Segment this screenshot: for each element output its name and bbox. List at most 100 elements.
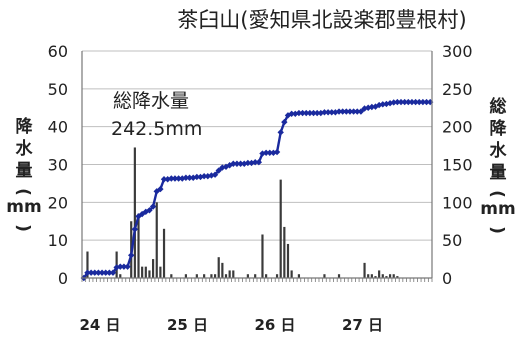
cumulative-point xyxy=(328,109,335,116)
axis-label-char: 総 xyxy=(490,96,507,117)
cumulative-point xyxy=(106,269,113,276)
axis-label-char: mm xyxy=(480,199,515,219)
left-axis-label: 降水量 (mm) xyxy=(6,116,41,232)
rain-bar xyxy=(254,274,257,278)
cumulative-point xyxy=(390,99,397,106)
cumulative-point xyxy=(379,101,386,108)
cumulative-point xyxy=(215,167,222,174)
rain-bar xyxy=(141,266,144,278)
cumulative-point xyxy=(375,101,383,109)
rain-bar xyxy=(155,202,158,278)
cumulative-point xyxy=(98,269,106,276)
left-tick-label: 40 xyxy=(48,118,68,137)
cumulative-point xyxy=(303,109,310,117)
rain-bar xyxy=(261,234,264,278)
cumulative-point xyxy=(368,103,376,111)
cumulative-point xyxy=(255,159,263,166)
day-labels: 24 日 25 日 26 日 27 日 xyxy=(79,316,383,334)
rain-bar xyxy=(203,274,206,278)
rain-bar xyxy=(392,274,395,278)
cumulative-point xyxy=(91,269,98,276)
cumulative-point xyxy=(251,159,259,166)
cumulative-point xyxy=(346,108,354,115)
cumulative-point xyxy=(306,109,314,117)
cumulative-point xyxy=(131,225,139,233)
cumulative-point xyxy=(153,188,160,195)
cumulative-point xyxy=(186,174,193,181)
rain-bar xyxy=(170,274,173,278)
left-tick-label: 20 xyxy=(48,193,68,212)
cumulative-point xyxy=(200,173,208,180)
left-axis-ticks: 0 10 20 30 40 50 60 xyxy=(48,42,68,288)
rain-bar xyxy=(367,274,370,278)
cumulative-point xyxy=(113,264,120,271)
rain-bar xyxy=(210,274,213,278)
cumulative-point xyxy=(124,263,131,270)
cumulative-point xyxy=(146,207,153,214)
hourly-rain-bars xyxy=(86,147,399,278)
cumulative-point xyxy=(102,269,109,276)
cumulative-point xyxy=(160,176,168,183)
cumulative-point xyxy=(350,108,357,115)
rain-bar xyxy=(152,259,155,278)
cumulative-rain-line xyxy=(80,98,434,282)
cumulative-point xyxy=(273,148,281,156)
axis-label-char: 量 xyxy=(490,162,507,183)
cumulative-point xyxy=(295,109,303,117)
cumulative-point xyxy=(157,185,164,193)
cumulative-point xyxy=(335,108,343,115)
cumulative-point xyxy=(401,98,408,106)
rain-bar xyxy=(184,274,187,278)
cumulative-point xyxy=(332,109,339,116)
rain-bar xyxy=(246,274,249,278)
cumulative-point xyxy=(313,109,321,117)
rain-bar xyxy=(232,270,235,278)
axis-label-char: 降 xyxy=(490,118,508,139)
right-tick-label: 200 xyxy=(442,118,473,137)
rain-bar xyxy=(162,228,166,278)
right-axis-label: 総降水量 (mm) xyxy=(480,96,515,234)
right-tick-label: 150 xyxy=(442,156,473,175)
cumulative-point xyxy=(416,98,423,106)
cumulative-point xyxy=(357,108,365,115)
left-tick-label: 50 xyxy=(48,80,68,99)
axis-label-char: 水 xyxy=(490,140,508,161)
cumulative-point xyxy=(324,109,332,116)
axes xyxy=(81,51,433,282)
cumulative-point xyxy=(109,269,117,276)
axis-label-char: ) xyxy=(13,224,33,232)
rain-bar xyxy=(381,274,384,278)
cumulative-point xyxy=(171,175,179,182)
axis-label-char: ) xyxy=(487,226,507,234)
rain-bar xyxy=(144,266,147,278)
cumulative-point xyxy=(182,174,190,181)
cumulative-point xyxy=(262,149,270,156)
cumulative-point xyxy=(120,263,128,270)
rain-bar xyxy=(275,274,279,278)
rain-bar xyxy=(148,270,151,278)
left-tick-label: 30 xyxy=(48,156,68,175)
rain-bar xyxy=(337,274,341,278)
rain-bar xyxy=(396,276,399,278)
rain-bar xyxy=(286,243,290,278)
cumulative-point xyxy=(149,203,157,210)
cumulative-point xyxy=(168,175,175,182)
right-axis-ticks: 0 50 100 150 200 250 300 xyxy=(442,42,473,288)
cumulative-point xyxy=(299,109,306,117)
rain-bar xyxy=(86,251,89,278)
cumulative-point xyxy=(175,175,182,182)
cumulative-point xyxy=(270,149,277,156)
day-label: 27 日 xyxy=(342,316,383,334)
cumulative-point xyxy=(211,171,219,178)
cumulative-point xyxy=(266,149,273,156)
rain-bar xyxy=(159,266,162,278)
cumulative-point xyxy=(354,108,361,115)
cumulative-point xyxy=(84,269,91,276)
left-tick-label: 10 xyxy=(48,231,68,250)
chart-title: 茶臼山(愛知県北設楽郡豊根村) xyxy=(177,8,466,32)
cumulative-point xyxy=(288,110,295,118)
cumulative-point xyxy=(310,109,317,117)
cumulative-point xyxy=(292,110,299,118)
cumulative-point xyxy=(117,263,124,270)
